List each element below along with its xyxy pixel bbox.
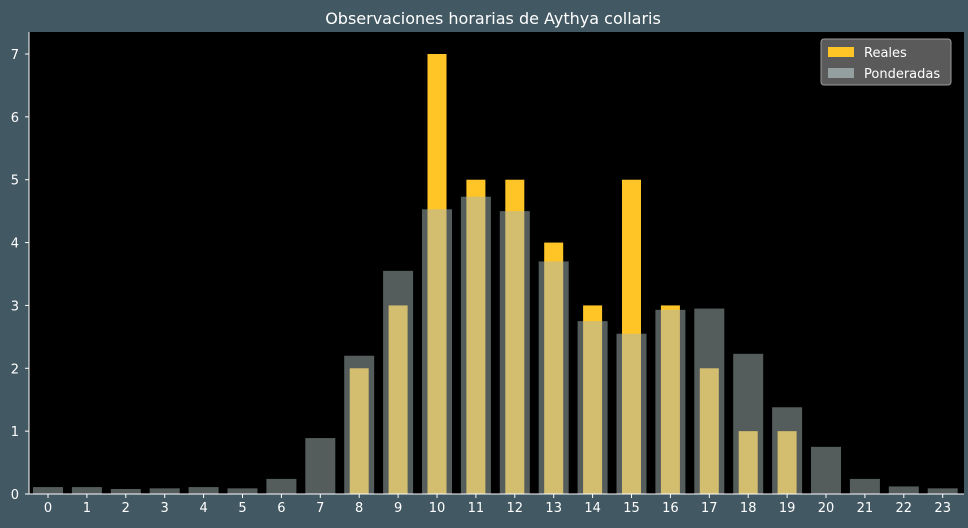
legend-label-ponderadas: Ponderadas: [864, 67, 940, 82]
bar-ponderadas-10: [422, 209, 452, 494]
y-tick-label-4: 4: [11, 237, 19, 252]
bar-ponderadas-21: [849, 478, 880, 494]
bar-ponderadas-12: [499, 211, 530, 494]
x-tick-label-1: 1: [83, 501, 91, 516]
y-tick-label-7: 7: [11, 48, 19, 63]
x-tick-label-21: 21: [857, 501, 874, 516]
bar-ponderadas-9: [383, 270, 414, 494]
bar-ponderadas-0: [33, 487, 63, 494]
x-tick-label-9: 9: [394, 501, 402, 516]
bar-ponderadas-13: [538, 261, 569, 494]
weighted-bars-group: [33, 196, 958, 494]
x-tick-label-19: 19: [779, 501, 796, 516]
y-tick-label-2: 2: [11, 362, 19, 377]
bar-ponderadas-20: [811, 446, 841, 494]
bar-ponderadas-7: [305, 438, 336, 494]
x-tick-label-6: 6: [277, 501, 285, 516]
x-tick-label-18: 18: [740, 501, 757, 516]
bar-ponderadas-8: [344, 355, 375, 494]
bar-ponderadas-22: [888, 486, 919, 494]
x-tick-label-14: 14: [584, 501, 601, 516]
legend-label-reales: Reales: [864, 46, 907, 61]
y-tick-label-3: 3: [11, 299, 19, 314]
bar-ponderadas-4: [188, 487, 219, 494]
x-tick-label-3: 3: [161, 501, 169, 516]
x-tick-label-10: 10: [429, 501, 446, 516]
x-tick-label-20: 20: [818, 501, 835, 516]
x-tick-label-11: 11: [468, 501, 485, 516]
bar-ponderadas-6: [266, 478, 297, 494]
bar-ponderadas-16: [655, 309, 686, 494]
legend: Reales Ponderadas: [820, 38, 952, 86]
bar-ponderadas-17: [694, 308, 725, 494]
x-tick-label-23: 23: [934, 501, 951, 516]
legend-swatch-reales: [828, 47, 854, 57]
x-tick-label-8: 8: [355, 501, 363, 516]
bar-ponderadas-18: [733, 353, 764, 494]
axes-group: 0 1 2 3 4 5 6 7 8 9 10 11 12 13 14 15 16 17 18 19 20 21 22 2301…: [11, 32, 964, 516]
x-tick-label-17: 17: [701, 501, 718, 516]
x-tick-label-12: 12: [507, 501, 524, 516]
chart-title: Observaciones horarias de Aythya collari…: [325, 9, 661, 28]
bar-ponderadas-11: [460, 196, 491, 494]
bar-ponderadas-2: [110, 488, 141, 494]
bar-ponderadas-23: [927, 488, 958, 494]
bar-ponderadas-14: [577, 321, 608, 494]
y-tick-label-0: 0: [11, 488, 19, 503]
plot-area: [29, 32, 964, 494]
y-tick-label-1: 1: [11, 425, 19, 440]
x-tick-label-4: 4: [199, 501, 207, 516]
x-tick-label-16: 16: [662, 501, 679, 516]
y-tick-label-6: 6: [11, 111, 19, 126]
x-tick-label-22: 22: [896, 501, 913, 516]
x-tick-label-2: 2: [122, 501, 130, 516]
bar-ponderadas-5: [227, 488, 258, 494]
x-tick-label-13: 13: [545, 501, 562, 516]
bar-ponderadas-1: [71, 487, 102, 494]
bar-ponderadas-3: [149, 488, 180, 494]
y-tick-label-5: 5: [11, 174, 19, 189]
x-tick-label-5: 5: [238, 501, 246, 516]
bar-ponderadas-19: [772, 407, 803, 494]
x-tick-label-7: 7: [316, 501, 324, 516]
bar-ponderadas-15: [616, 333, 647, 494]
x-tick-label-15: 15: [623, 501, 640, 516]
x-tick-label-0: 0: [44, 501, 52, 516]
legend-swatch-ponderadas: [828, 68, 854, 78]
